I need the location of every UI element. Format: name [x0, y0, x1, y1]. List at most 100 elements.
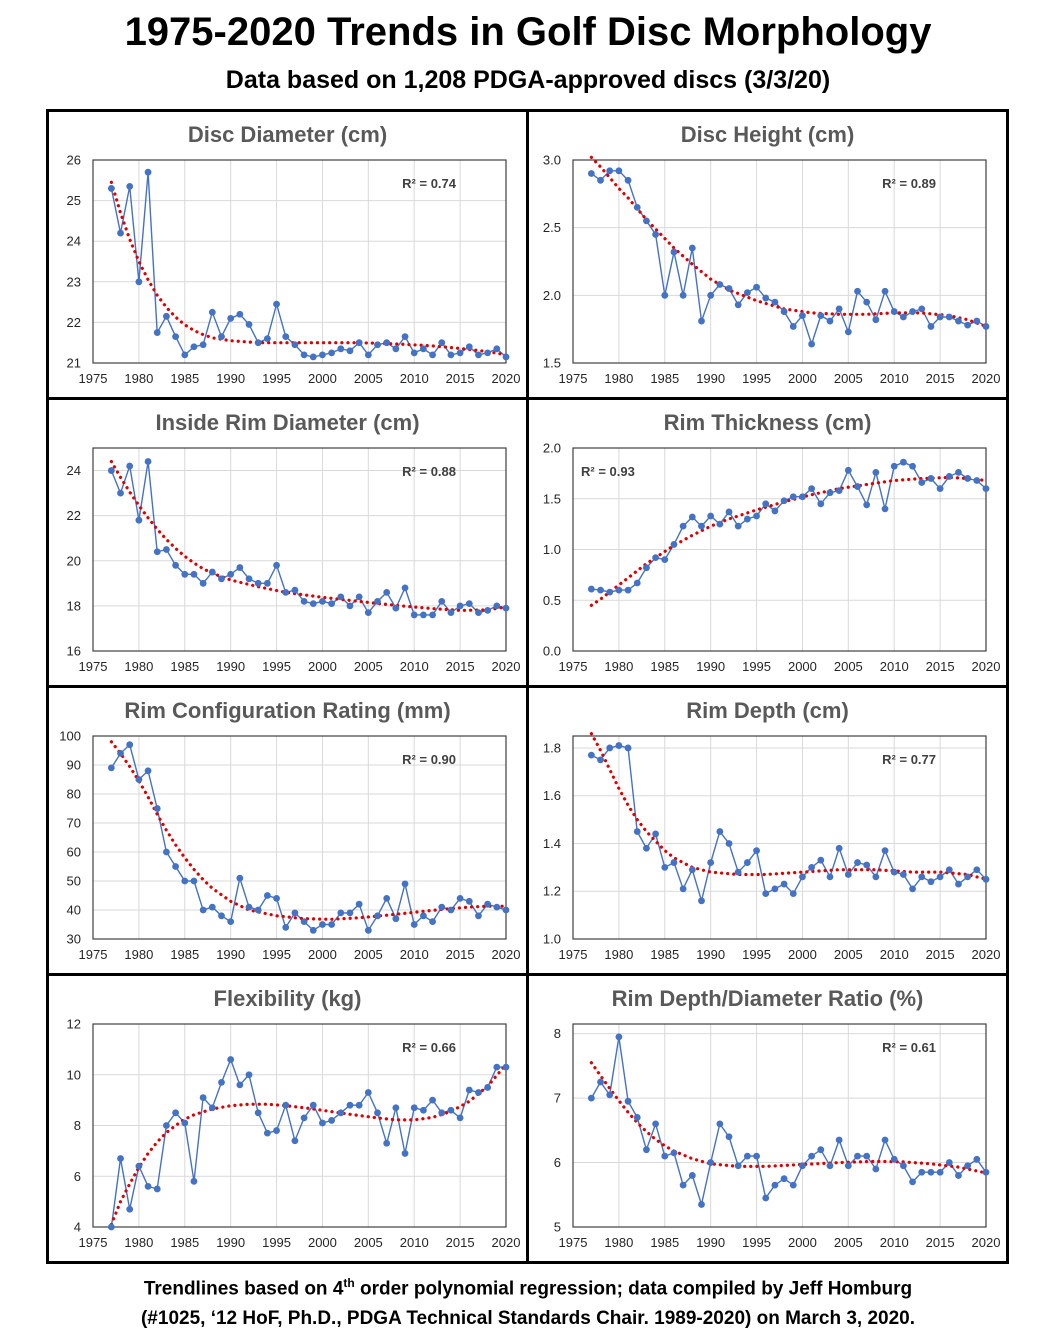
y-tick-label: 60 — [67, 845, 81, 860]
data-point — [698, 522, 705, 530]
data-point — [493, 345, 501, 353]
x-tick-label: 1975 — [559, 659, 588, 674]
data-point — [309, 926, 317, 934]
data-point — [587, 585, 595, 593]
series-line — [590, 170, 987, 347]
data-point — [780, 1175, 788, 1183]
x-tick-label: 1975 — [79, 659, 108, 674]
data-point — [808, 863, 816, 871]
data-point — [643, 844, 650, 852]
trendline — [109, 459, 508, 612]
y-tick-label: 1.4 — [543, 836, 561, 851]
chart-title: Inside Rim Diameter (cm) — [155, 410, 419, 435]
data-point — [309, 1101, 317, 1109]
x-tick-label: 1990 — [696, 371, 725, 386]
data-point — [117, 1155, 124, 1162]
chart-title: Rim Thickness (cm) — [664, 410, 872, 435]
data-point — [817, 312, 825, 320]
x-tick-label: 2005 — [354, 371, 383, 386]
data-point — [780, 308, 788, 315]
x-tick-label: 2000 — [308, 659, 337, 674]
data-point — [181, 570, 189, 578]
data-point — [597, 1078, 604, 1086]
data-point — [135, 776, 143, 783]
x-tick-label: 1990 — [216, 371, 245, 386]
chart-title: Rim Depth/Diameter Ratio (%) — [612, 986, 924, 1011]
chart-rim-thickness: Rim Thickness (cm) 1975 1980 1985 1990 1995 20… — [543, 410, 1001, 674]
data-point — [743, 515, 751, 523]
data-point — [844, 328, 852, 336]
data-point — [355, 593, 363, 601]
data-point — [817, 1146, 825, 1154]
data-point — [392, 915, 400, 923]
data-point — [918, 479, 926, 486]
plot-area — [92, 735, 507, 940]
x-tick-label: 2015 — [926, 659, 955, 674]
plot-area — [572, 735, 987, 940]
data-point — [900, 458, 907, 466]
data-point — [254, 339, 262, 347]
x-tick-label: 2000 — [308, 1235, 337, 1250]
data-point — [438, 903, 446, 911]
data-point — [236, 1081, 244, 1089]
data-point — [236, 310, 244, 318]
y-tick-label: 6 — [74, 1169, 81, 1184]
data-point — [743, 1152, 751, 1160]
data-point — [854, 1152, 861, 1160]
data-point — [328, 349, 336, 357]
data-point — [135, 278, 143, 286]
data-point — [456, 895, 464, 902]
data-point — [163, 312, 170, 320]
x-tick-label: 1975 — [559, 371, 588, 386]
plot-area — [572, 447, 987, 652]
data-point — [909, 885, 916, 893]
data-point — [172, 1109, 179, 1117]
data-point — [808, 1152, 816, 1160]
y-tick-label: 10 — [67, 1067, 81, 1082]
x-tick-label: 1995 — [262, 1235, 291, 1250]
data-point — [208, 903, 216, 911]
data-point — [955, 880, 962, 888]
data-point — [707, 291, 715, 299]
x-tick-label: 2010 — [880, 947, 909, 962]
x-tick-label: 2015 — [926, 947, 955, 962]
data-point — [881, 505, 889, 513]
chart-rim-depth-diameter-ratio: Rim Depth/Diameter Ratio (%) 1975 1980 1985… — [554, 986, 1001, 1250]
data-point — [475, 912, 482, 920]
data-point — [273, 300, 280, 308]
data-point — [826, 873, 834, 881]
data-point — [502, 906, 510, 914]
data-point — [208, 1104, 216, 1112]
r-squared-label: R² = 0.61 — [882, 1040, 936, 1055]
data-point — [227, 314, 235, 322]
data-point — [643, 217, 650, 225]
data-point — [982, 485, 990, 492]
data-point — [615, 1033, 623, 1041]
data-point — [771, 507, 779, 515]
data-point — [199, 906, 207, 914]
plot-area — [572, 1023, 987, 1228]
data-point — [844, 1162, 852, 1170]
data-point — [465, 600, 473, 608]
data-point — [319, 1119, 326, 1127]
y-tick-label: 21 — [67, 356, 81, 371]
data-point — [153, 805, 161, 812]
footnote-text-b: order polynomial regression; data compil… — [354, 1278, 913, 1300]
data-point — [698, 317, 705, 325]
y-tick-label: 7 — [554, 1091, 561, 1106]
x-tick-label: 1995 — [262, 659, 291, 674]
data-point — [716, 520, 724, 528]
data-point — [153, 548, 161, 556]
data-point — [955, 468, 962, 476]
data-point — [273, 561, 280, 569]
y-tick-label: 24 — [67, 463, 81, 478]
y-tick-label: 1.8 — [543, 740, 561, 755]
data-point — [789, 493, 797, 501]
data-point — [881, 287, 889, 295]
data-point — [218, 333, 225, 341]
data-point — [465, 343, 473, 351]
data-point — [465, 1086, 473, 1094]
data-point — [872, 316, 880, 324]
data-point — [698, 897, 705, 905]
data-point — [227, 570, 235, 578]
